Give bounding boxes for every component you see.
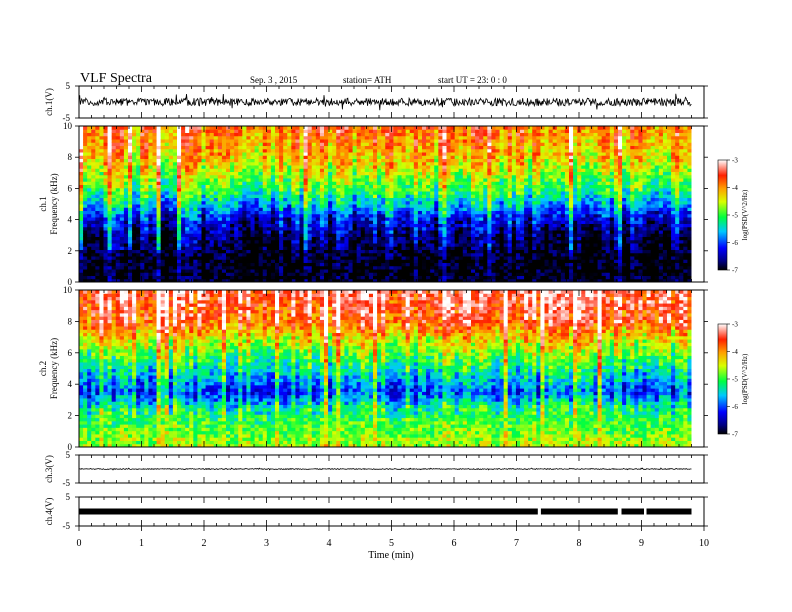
ch1-spec-y-tick-label: 4 (68, 215, 73, 225)
ch1-spec-y-tick-label: 8 (68, 152, 73, 162)
ch1-spec-colorbar-tick-label: -6 (732, 239, 738, 247)
ch3-wave-y-tick-label: 5 (66, 450, 71, 460)
ch1-spec-y-tick-label: 6 (68, 183, 73, 193)
ch2-spec-colorbar-tick-label: -6 (732, 403, 738, 411)
ch4-wave-y-tick-label: -5 (63, 521, 71, 531)
start-time-label: start UT = 23: 0 : 0 (438, 75, 507, 85)
ch2-spec-colorbar-tick-label: -4 (732, 348, 738, 356)
x-tick-label: 3 (264, 538, 269, 549)
ch2-spec-y-tick-label: 2 (68, 411, 73, 421)
ch2-spec-y-tick-label: 4 (68, 379, 73, 389)
ch2-spec-colorbar-tick-label: -3 (732, 321, 738, 329)
ch1-spec-colorbar-label: log(PSD(V^2/Hz) (741, 189, 749, 240)
ch2-spec-colorbar-tick-label: -5 (732, 376, 738, 384)
ch1-spec-y-label-1: ch.1 (38, 196, 48, 211)
ch2-spec-heatmap (79, 290, 704, 448)
ch1-spec-y-label-2: Frequency (kHz) (49, 173, 59, 234)
x-tick-label: 4 (327, 538, 332, 549)
ch1-wave-y-label-1: ch.1(V) (44, 88, 54, 116)
ch1-spec-y-tick-label: 0 (68, 277, 73, 287)
x-tick-label: 7 (514, 538, 519, 549)
chart-title: VLF Spectra (80, 71, 152, 86)
ch1-spec-colorbar-tick-label: -3 (732, 157, 738, 165)
x-tick-label: 6 (452, 538, 457, 549)
ch1-wave-trace (78, 93, 692, 111)
ch1-spec-colorbar-tick-label: -7 (732, 267, 738, 275)
ch2-spec-y-tick-label: 10 (63, 285, 73, 295)
ch2-spec-y-tick-label: 6 (68, 348, 73, 358)
ch2-spec-y-label-2: Frequency (kHz) (49, 338, 59, 399)
ch1-wave-y-tick-label: -5 (63, 113, 71, 123)
ch3-wave-trace (78, 467, 692, 471)
ch4-wave-y-tick-label: 5 (66, 492, 71, 502)
ch1-spec-colorbar (717, 159, 728, 271)
x-tick-label: 9 (639, 538, 644, 549)
ch2-spec-colorbar-label: log(PSD(V^2/Hz) (741, 353, 749, 404)
ch1-spec-heatmap (79, 126, 704, 283)
x-tick-label: 0 (77, 538, 82, 549)
ch2-spec-y-tick-label: 8 (68, 316, 73, 326)
ch1-spec-y-tick-label: 10 (63, 121, 73, 131)
ch4-wave-y-label-1: ch.4(V) (44, 498, 54, 526)
ch3-wave-y-label-1: ch.3(V) (44, 455, 54, 483)
ch2-spec-y-tick-label: 0 (68, 442, 73, 452)
x-tick-label: 5 (389, 538, 394, 549)
date-label: Sep. 3 , 2015 (250, 75, 298, 85)
ch2-spec-colorbar-tick-label: -7 (732, 431, 738, 439)
ch2-spec-y-label-1: ch.2 (38, 361, 48, 376)
x-tick-label: 1 (139, 538, 144, 549)
station-label: station= ATH (343, 75, 392, 85)
ch1-spec-colorbar-tick-label: -5 (732, 212, 738, 220)
ch1-wave-y-tick-label: 5 (66, 81, 71, 91)
x-tick-label: 8 (577, 538, 582, 549)
ch1-spec-colorbar-tick-label: -4 (732, 184, 738, 192)
ch2-spec-colorbar (717, 323, 728, 435)
ch4-wave-trace (79, 508, 692, 515)
ch1-spec-y-tick-label: 2 (68, 246, 73, 256)
x-tick-label: 10 (699, 538, 709, 549)
x-tick-label: 2 (202, 538, 207, 549)
ch3-wave-y-tick-label: -5 (63, 478, 71, 488)
x-axis-label: Time (min) (368, 550, 413, 561)
